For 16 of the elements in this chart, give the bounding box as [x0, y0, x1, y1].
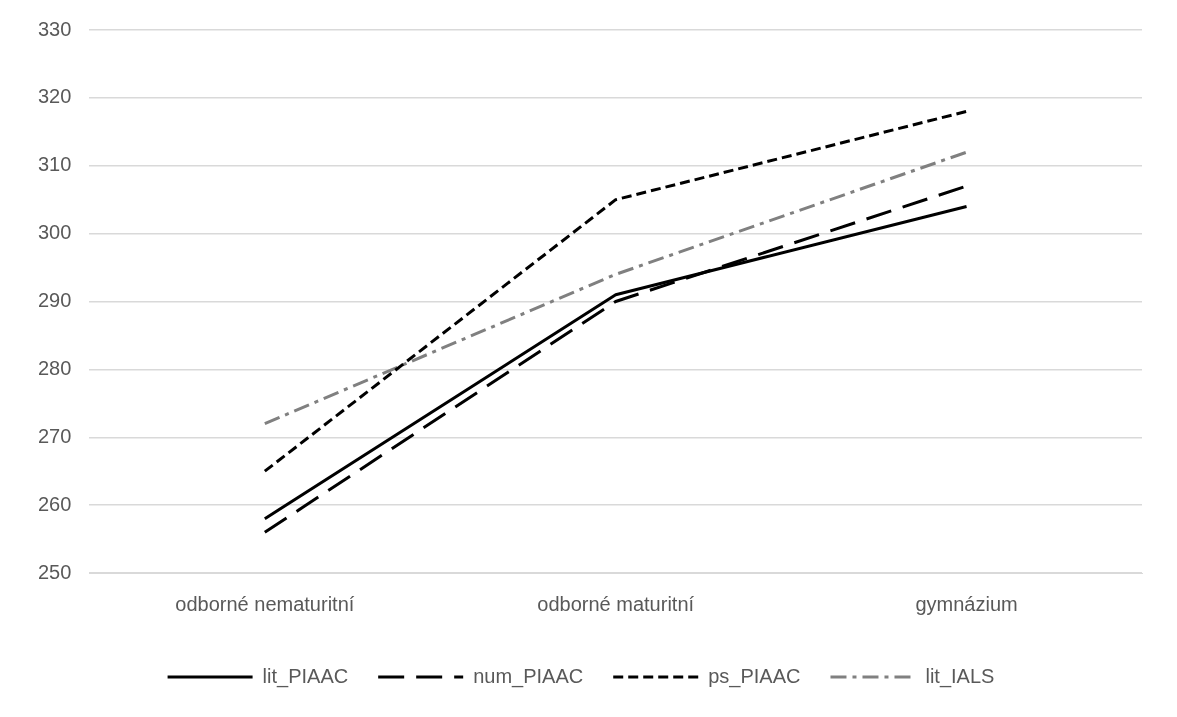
legend-label: lit_IALS [925, 664, 995, 688]
y-tick-label: 300 [37, 221, 72, 244]
y-tick-label: 260 [37, 492, 72, 515]
legend-label: num_PIAAC [473, 664, 584, 688]
y-tick-label: 310 [37, 153, 72, 176]
x-tick-label: odborné nematuritní [175, 592, 355, 615]
y-tick-label: 330 [37, 17, 72, 40]
y-tick-label: 290 [37, 289, 72, 312]
y-tick-label: 250 [37, 560, 72, 583]
legend-label: lit_PIAAC [262, 664, 349, 688]
x-tick-label: gymnázium [915, 592, 1018, 615]
legend-label: ps_PIAAC [708, 664, 801, 688]
x-tick-label: odborné maturitní [537, 592, 695, 615]
y-tick-label: 270 [37, 424, 72, 447]
y-tick-label: 320 [37, 85, 72, 108]
y-tick-label: 280 [37, 356, 72, 379]
